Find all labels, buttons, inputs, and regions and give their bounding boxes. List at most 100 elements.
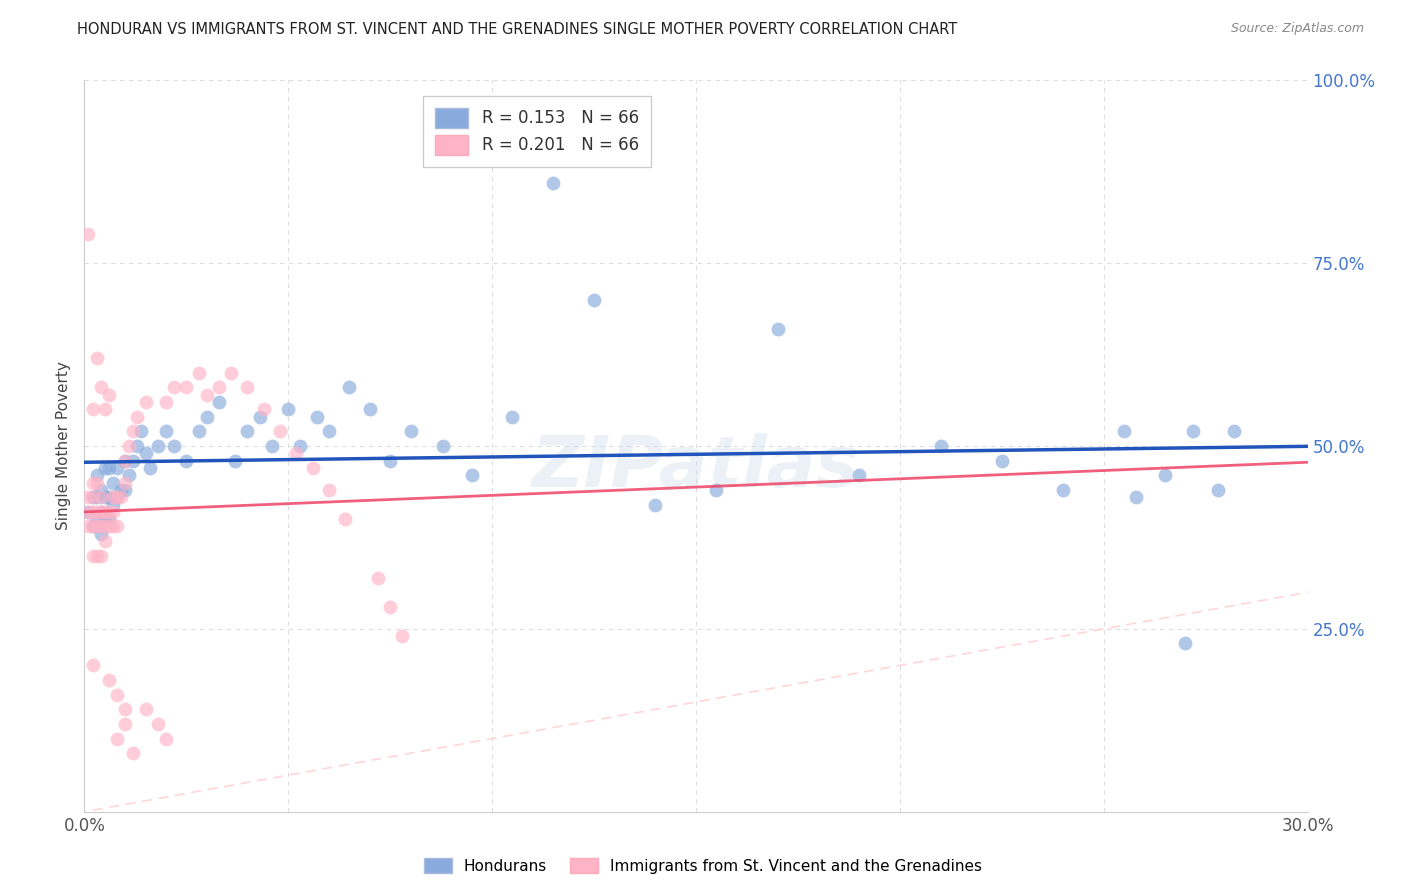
- Point: [105, 461, 128, 475]
- Text: HONDURAN VS IMMIGRANTS FROM ST. VINCENT AND THE GRENADINES SINGLE MOTHER POVERTY: HONDURAN VS IMMIGRANTS FROM ST. VINCENT …: [77, 22, 957, 37]
- Point: [1174, 636, 1197, 650]
- Point: [86, 490, 108, 504]
- Point: [208, 380, 231, 394]
- Point: [82, 549, 104, 563]
- Point: [82, 519, 104, 533]
- Point: [131, 425, 153, 439]
- Point: [105, 490, 128, 504]
- Point: [82, 519, 104, 533]
- Point: [93, 461, 115, 475]
- Point: [253, 402, 276, 417]
- Point: [90, 505, 112, 519]
- Point: [114, 475, 136, 490]
- Point: [93, 490, 115, 504]
- Point: [77, 490, 100, 504]
- Point: [706, 483, 728, 497]
- Point: [1223, 425, 1246, 439]
- Point: [122, 453, 145, 467]
- Point: [114, 453, 136, 467]
- Point: [502, 409, 524, 424]
- Point: [97, 461, 120, 475]
- Point: [208, 395, 231, 409]
- Point: [93, 534, 115, 549]
- Point: [97, 490, 120, 504]
- Point: [110, 490, 132, 504]
- Point: [82, 658, 104, 673]
- Point: [82, 505, 104, 519]
- Point: [174, 380, 197, 394]
- Legend: R = 0.153   N = 66, R = 0.201   N = 66: R = 0.153 N = 66, R = 0.201 N = 66: [423, 96, 651, 167]
- Point: [146, 717, 169, 731]
- Point: [380, 599, 402, 614]
- Point: [187, 366, 209, 380]
- Point: [93, 519, 115, 533]
- Point: [290, 439, 312, 453]
- Point: [82, 402, 104, 417]
- Point: [991, 453, 1014, 467]
- Point: [399, 425, 422, 439]
- Point: [224, 453, 246, 467]
- Point: [249, 409, 271, 424]
- Point: [114, 702, 136, 716]
- Point: [101, 490, 124, 504]
- Text: ZIPatlas: ZIPatlas: [533, 434, 859, 502]
- Point: [90, 483, 112, 497]
- Point: [97, 388, 120, 402]
- Point: [1052, 483, 1074, 497]
- Point: [101, 498, 124, 512]
- Point: [236, 425, 259, 439]
- Point: [277, 402, 299, 417]
- Point: [77, 505, 100, 519]
- Point: [318, 483, 340, 497]
- Point: [90, 526, 112, 541]
- Point: [929, 439, 952, 453]
- Point: [82, 490, 104, 504]
- Point: [1114, 425, 1136, 439]
- Point: [219, 366, 242, 380]
- Point: [86, 512, 108, 526]
- Point: [110, 483, 132, 497]
- Point: [86, 468, 108, 483]
- Point: [77, 227, 100, 241]
- Point: [86, 351, 108, 366]
- Point: [1125, 490, 1147, 504]
- Point: [114, 717, 136, 731]
- Point: [195, 388, 218, 402]
- Point: [93, 505, 115, 519]
- Point: [101, 505, 124, 519]
- Point: [114, 453, 136, 467]
- Text: Source: ZipAtlas.com: Source: ZipAtlas.com: [1230, 22, 1364, 36]
- Point: [163, 380, 186, 394]
- Point: [285, 446, 308, 460]
- Point: [90, 380, 112, 394]
- Point: [461, 468, 484, 483]
- Point: [101, 475, 124, 490]
- Point: [583, 293, 606, 307]
- Point: [367, 571, 389, 585]
- Point: [86, 549, 108, 563]
- Point: [1182, 425, 1205, 439]
- Point: [269, 425, 291, 439]
- Point: [97, 512, 120, 526]
- Point: [82, 475, 104, 490]
- Point: [644, 498, 666, 512]
- Point: [1154, 468, 1177, 483]
- Point: [1206, 483, 1229, 497]
- Point: [127, 409, 149, 424]
- Point: [236, 380, 259, 394]
- Point: [105, 490, 128, 504]
- Point: [101, 519, 124, 533]
- Point: [86, 505, 108, 519]
- Point: [90, 490, 112, 504]
- Point: [97, 673, 120, 687]
- Point: [105, 519, 128, 533]
- Point: [260, 439, 283, 453]
- Point: [391, 629, 413, 643]
- Point: [543, 176, 565, 190]
- Point: [118, 468, 141, 483]
- Point: [301, 461, 323, 475]
- Legend: Hondurans, Immigrants from St. Vincent and the Grenadines: Hondurans, Immigrants from St. Vincent a…: [418, 852, 988, 880]
- Point: [86, 475, 108, 490]
- Point: [155, 395, 177, 409]
- Point: [305, 409, 328, 424]
